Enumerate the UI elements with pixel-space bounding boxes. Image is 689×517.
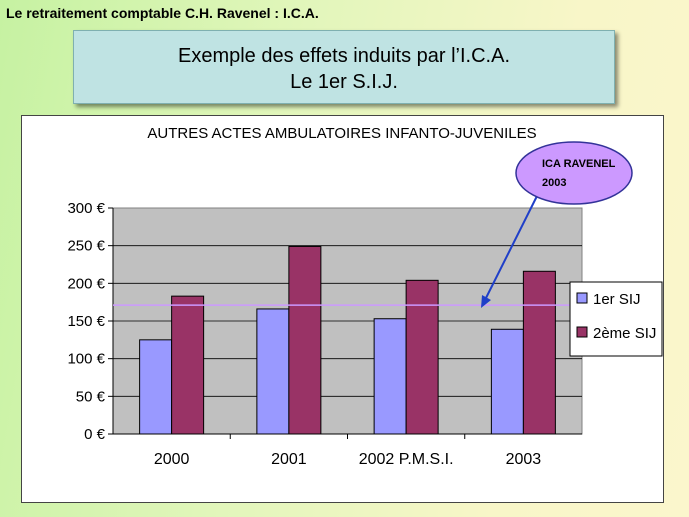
bar-series1-1 [256, 308, 290, 435]
bar-series2-2 [405, 279, 439, 435]
slide-header: Le retraitement comptable C.H. Ravenel :… [6, 5, 319, 21]
bar-chart: AUTRES ACTES AMBULATOIRES INFANTO-JUVENI… [67, 125, 663, 468]
bar-series2-1 [288, 245, 322, 435]
x-tick-label: 2000 [154, 451, 190, 468]
bar-series2-0 [171, 295, 205, 435]
chart-title: AUTRES ACTES AMBULATOIRES INFANTO-JUVENI… [147, 125, 536, 142]
y-tick-label: 100 € [67, 351, 105, 368]
chart-panel: AUTRES ACTES AMBULATOIRES INFANTO-JUVENI… [21, 115, 664, 503]
legend-swatch-1 [576, 292, 588, 304]
annotation-bubble [515, 141, 633, 205]
slide-title-line-1: Exemple des effets induits par l’I.C.A. [177, 45, 510, 67]
annotation-label-line-1: ICA RAVENEL [542, 158, 616, 170]
y-tick-label: 200 € [67, 275, 105, 292]
legend-label-2: 2ème SIJ [593, 325, 656, 342]
annotation-label-line-2: 2003 [542, 177, 566, 189]
slide-title-line-2: Le 1er S.I.J. [290, 71, 398, 93]
x-tick-label: 2002 P.M.S.I. [359, 451, 454, 468]
legend-box [569, 281, 663, 357]
y-tick-label: 250 € [67, 238, 105, 255]
y-tick-label: 50 € [76, 388, 106, 405]
legend-swatch-2 [576, 326, 588, 338]
x-tick-label: 2003 [506, 451, 542, 468]
annotation-arrow-head [481, 295, 491, 308]
y-tick-label: 300 € [67, 200, 105, 217]
y-tick-label: 150 € [67, 313, 105, 330]
bar-series1-2 [373, 318, 407, 435]
slide-title-box: Exemple des effets induits par l’I.C.A. … [73, 30, 615, 104]
x-tick-label: 2001 [271, 451, 307, 468]
bar-series1-0 [139, 339, 173, 435]
legend-label-1: 1er SIJ [593, 291, 641, 308]
y-tick-label: 0 € [84, 426, 106, 443]
bar-series1-3 [490, 328, 524, 435]
annotation-arrow-line [483, 195, 538, 303]
bar-series2-3 [522, 270, 556, 435]
